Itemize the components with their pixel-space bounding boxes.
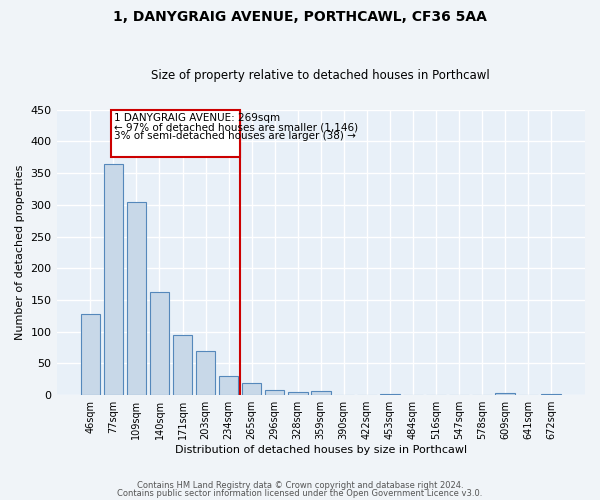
Y-axis label: Number of detached properties: Number of detached properties xyxy=(15,164,25,340)
Bar xyxy=(311,391,331,395)
Bar xyxy=(173,335,193,395)
X-axis label: Distribution of detached houses by size in Porthcawl: Distribution of detached houses by size … xyxy=(175,445,467,455)
Text: ← 97% of detached houses are smaller (1,146): ← 97% of detached houses are smaller (1,… xyxy=(114,122,358,132)
Bar xyxy=(219,376,238,395)
Bar xyxy=(541,394,561,395)
FancyBboxPatch shape xyxy=(111,110,240,157)
Bar xyxy=(80,314,100,395)
Text: 1, DANYGRAIG AVENUE, PORTHCAWL, CF36 5AA: 1, DANYGRAIG AVENUE, PORTHCAWL, CF36 5AA xyxy=(113,10,487,24)
Text: Contains HM Land Registry data © Crown copyright and database right 2024.: Contains HM Land Registry data © Crown c… xyxy=(137,481,463,490)
Bar xyxy=(265,390,284,395)
Bar xyxy=(496,394,515,395)
Bar xyxy=(288,392,308,395)
Bar xyxy=(149,292,169,395)
Bar xyxy=(127,202,146,395)
Bar xyxy=(242,382,262,395)
Title: Size of property relative to detached houses in Porthcawl: Size of property relative to detached ho… xyxy=(151,69,490,82)
Bar xyxy=(196,352,215,395)
Text: 3% of semi-detached houses are larger (38) →: 3% of semi-detached houses are larger (3… xyxy=(114,131,356,141)
Bar xyxy=(380,394,400,395)
Text: Contains public sector information licensed under the Open Government Licence v3: Contains public sector information licen… xyxy=(118,488,482,498)
Bar xyxy=(104,164,123,395)
Text: 1 DANYGRAIG AVENUE: 269sqm: 1 DANYGRAIG AVENUE: 269sqm xyxy=(114,114,280,124)
